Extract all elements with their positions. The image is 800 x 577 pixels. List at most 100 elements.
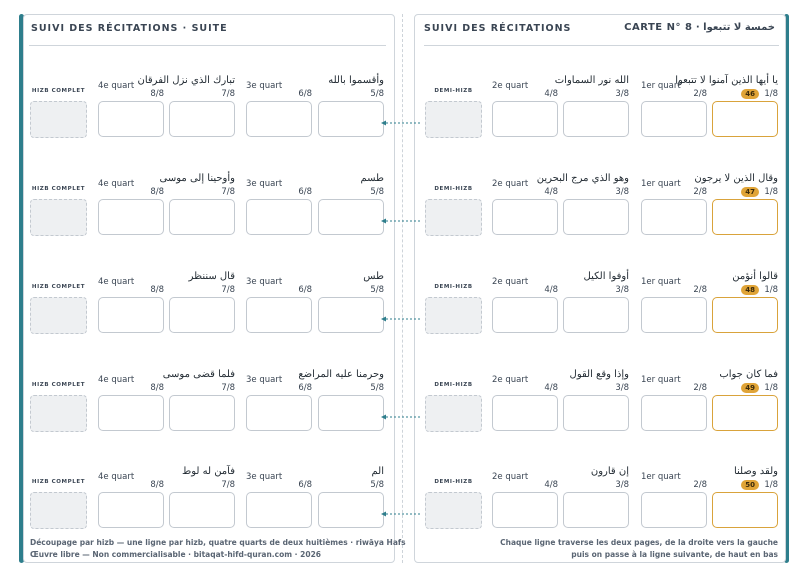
eighth-cell: 2e quart 4/8: [491, 77, 558, 157]
recitation-checkbox[interactable]: [641, 395, 707, 431]
recitation-checkbox[interactable]: [641, 297, 707, 333]
recitation-checkbox[interactable]: [712, 395, 778, 431]
eighth-fraction: 2/8: [693, 285, 707, 295]
eighth-cell: 3/8 إن قارون: [562, 466, 629, 548]
recitation-checkbox[interactable]: [318, 492, 384, 528]
recitation-checkbox[interactable]: [641, 492, 707, 528]
eighth-fraction: 7/8: [221, 383, 235, 393]
arabic-incipit: وحرمنا عليه المراضع: [298, 369, 384, 380]
recitation-checkbox[interactable]: [246, 101, 312, 137]
left-edge-band: [19, 14, 24, 563]
recitation-checkbox[interactable]: [169, 492, 235, 528]
demi-hizb-checkbox[interactable]: [425, 395, 482, 432]
recitation-checkbox[interactable]: [169, 395, 235, 431]
hizb-complete-checkbox[interactable]: [30, 395, 87, 432]
recitation-checkbox[interactable]: [712, 101, 778, 137]
quart-label: 4e quart: [98, 375, 135, 385]
recitation-checkbox[interactable]: [492, 199, 558, 235]
eighth-cell: 7/8 وأوحينا إلى موسى: [160, 173, 235, 255]
recitation-checkbox[interactable]: [246, 199, 312, 235]
recitation-checkbox[interactable]: [563, 297, 629, 333]
recitation-checkbox[interactable]: [563, 199, 629, 235]
demi-hizb-label: DEMI-HIZB: [434, 186, 473, 192]
recitation-checkbox[interactable]: [98, 395, 164, 431]
eighth-cell: 7/8 فآمن له لوط: [168, 466, 235, 548]
recitation-checkbox[interactable]: [98, 199, 164, 235]
footer-line: Œuvre libre — Non commercialisable · bit…: [30, 550, 322, 559]
arabic-incipit: وهو الذي مرج البحرين: [536, 173, 629, 184]
recitation-checkbox[interactable]: [563, 101, 629, 137]
demi-hizb-checkbox[interactable]: [425, 199, 482, 236]
recitation-checkbox[interactable]: [318, 297, 384, 333]
recitation-checkbox[interactable]: [98, 297, 164, 333]
eighth-cell: 7/8 فلما قضى موسى: [163, 369, 235, 451]
demi-hizb-checkbox[interactable]: [425, 297, 482, 334]
recitation-checkbox[interactable]: [318, 199, 384, 235]
row-continuation-arrow: [380, 112, 424, 126]
eighth-cell: 4e quart 8/8: [97, 77, 164, 157]
recitation-checkbox[interactable]: [169, 199, 235, 235]
eighth-fraction: 3/8: [615, 285, 629, 295]
hizb-complete-checkbox[interactable]: [30, 492, 87, 529]
demi-hizb-checkbox[interactable]: [425, 101, 482, 138]
recitation-checkbox[interactable]: [641, 199, 707, 235]
recitation-checkbox[interactable]: [492, 395, 558, 431]
recitation-checkbox[interactable]: [492, 492, 558, 528]
eighth-fraction: 5/8: [370, 480, 384, 490]
hizb-number-badge: 47: [741, 187, 759, 197]
eighth-cell: 5/8 الم: [317, 466, 384, 548]
eighth-fraction: 1/8: [764, 89, 778, 99]
quart-label: 1er quart: [641, 375, 681, 385]
recitation-checkbox[interactable]: [492, 297, 558, 333]
recitation-checkbox[interactable]: [563, 395, 629, 431]
eighth-fraction: 7/8: [221, 480, 235, 490]
page-footer: Découpage par hizb — une ligne par hizb,…: [30, 537, 406, 561]
page-title: SUIVI DES RÉCITATIONS: [424, 23, 572, 34]
right-page: SUIVI DES RÉCITATIONS خمسة لا تتبعوا · C…: [414, 14, 786, 563]
recitation-checkbox[interactable]: [712, 297, 778, 333]
eighth-fraction: 5/8: [370, 285, 384, 295]
quart-label: 1er quart: [641, 179, 681, 189]
eighth-fraction: 8/8: [150, 285, 164, 295]
recitation-checkbox[interactable]: [246, 395, 312, 431]
eighth-fraction: 8/8: [150, 89, 164, 99]
eighth-fraction: 2/8: [693, 383, 707, 393]
eighth-cell: 3/8 وهو الذي مرج البحرين: [537, 173, 629, 255]
eighth-cell: 3e quart 6/8: [245, 273, 312, 353]
recitation-checkbox[interactable]: [318, 101, 384, 137]
eighth-fraction: 6/8: [298, 383, 312, 393]
eighth-cell: 3e quart 6/8: [245, 77, 312, 157]
recitation-checkbox[interactable]: [712, 492, 778, 528]
hizb-complete-checkbox[interactable]: [30, 297, 87, 334]
recitation-checkbox[interactable]: [492, 101, 558, 137]
recitation-checkbox[interactable]: [563, 492, 629, 528]
eighth-cell: 1er quart 2/8: [640, 468, 707, 548]
hizb-number-badge: 49: [741, 383, 759, 393]
demi-hizb-checkbox[interactable]: [425, 492, 482, 529]
eighth-fraction: 1/8: [764, 383, 778, 393]
recitation-checkbox[interactable]: [169, 297, 235, 333]
eighth-cell: 3/8 الله نور السماوات: [555, 75, 629, 157]
recitation-checkbox[interactable]: [98, 492, 164, 528]
eighth-fraction: 8/8: [150, 480, 164, 490]
hizb-complete-checkbox[interactable]: [30, 101, 87, 138]
recitation-checkbox[interactable]: [318, 395, 384, 431]
recitation-checkbox[interactable]: [246, 492, 312, 528]
quart-label: 3e quart: [246, 375, 283, 385]
hizb-complete-checkbox[interactable]: [30, 199, 87, 236]
hizb-row: DEMI-HIZB 2e quart 4/8 3/8 إن قارون 1er quart…: [415, 466, 787, 548]
eighth-cell: 2e quart 4/8: [491, 468, 558, 548]
recitation-checkbox[interactable]: [641, 101, 707, 137]
hizb-row: HIZB COMPLET 4e quart 8/8 7/8 تبارك الذي نزل…: [24, 75, 396, 157]
quart-label: 2e quart: [492, 81, 529, 91]
recitation-checkbox[interactable]: [169, 101, 235, 137]
hizb-complete-label: HIZB COMPLET: [31, 382, 86, 388]
recitation-checkbox[interactable]: [712, 199, 778, 235]
quart-label: 4e quart: [98, 472, 135, 482]
eighth-cell: 7/8 تبارك الذي نزل الفرقان: [138, 75, 235, 157]
recitation-checkbox[interactable]: [98, 101, 164, 137]
header-divider: [29, 45, 386, 46]
recitation-checkbox[interactable]: [246, 297, 312, 333]
arabic-incipit: فما كان جواب: [719, 369, 778, 380]
demi-hizb-label: DEMI-HIZB: [434, 284, 473, 290]
